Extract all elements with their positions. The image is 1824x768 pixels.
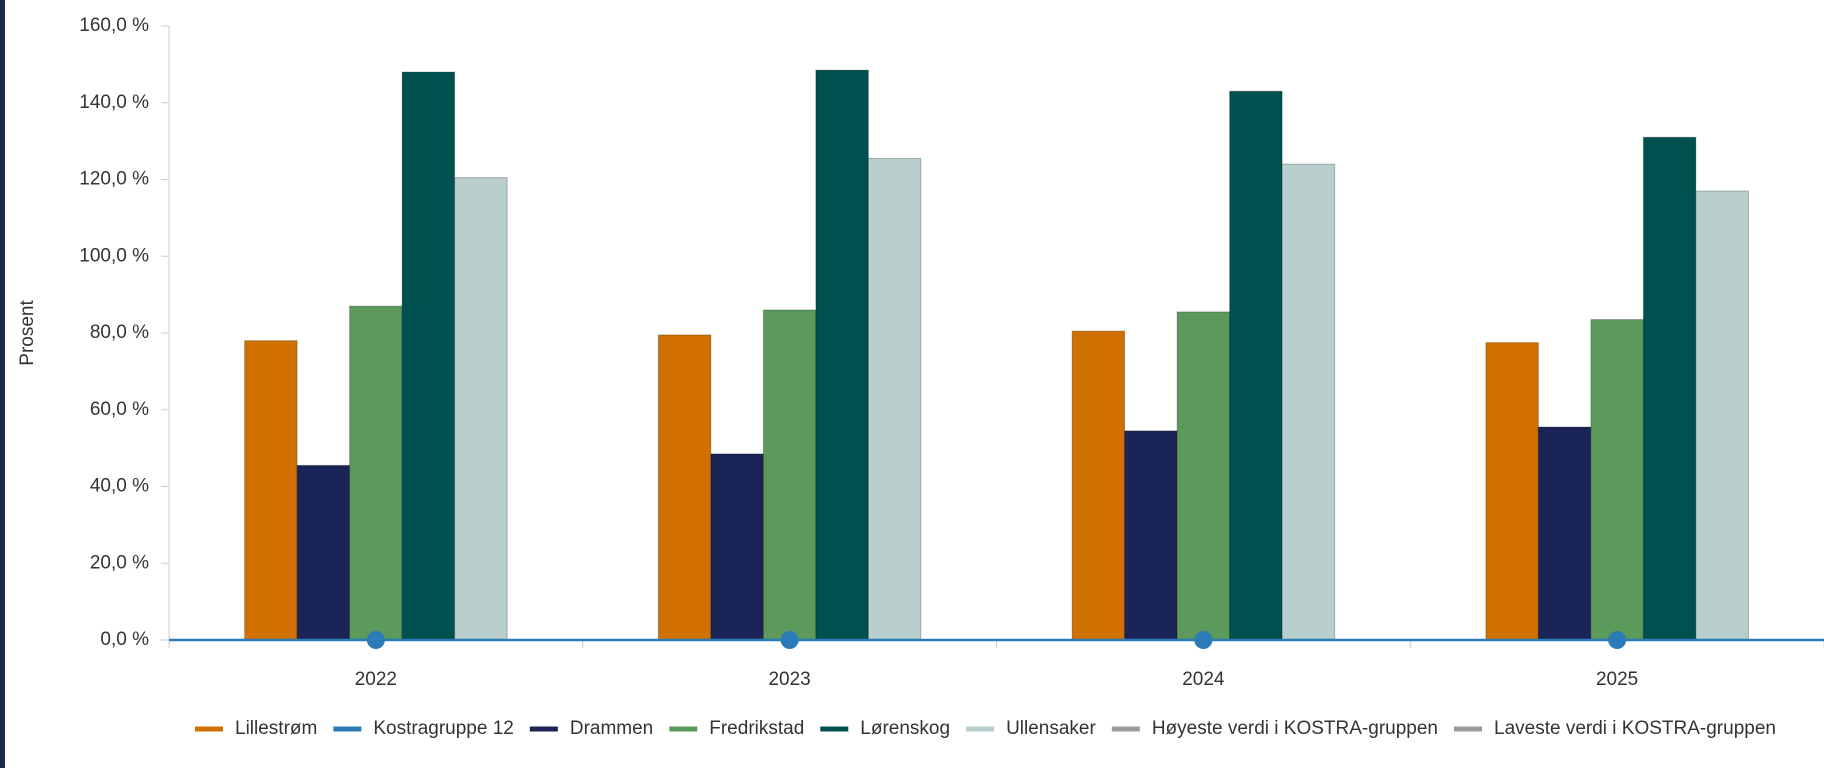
y-tick-label: 20,0 % (90, 552, 149, 573)
y-tick-label: 120,0 % (79, 169, 149, 190)
bar (710, 453, 764, 641)
legend-label: Kostragruppe 12 (373, 718, 514, 739)
y-tick-label: 100,0 % (79, 245, 149, 266)
bar (1642, 136, 1697, 641)
x-tick-label: 2023 (768, 669, 810, 690)
x-tick-label: 2022 (355, 669, 397, 690)
legend-label: Lillestrøm (235, 718, 317, 739)
bar (867, 157, 922, 641)
bar (1590, 319, 1644, 641)
bar (1695, 190, 1749, 641)
legend-item: Høyeste verdi i KOSTRA-gruppen (1111, 718, 1438, 739)
y-axis-title: Prosent (17, 300, 38, 366)
legend-label: Drammen (570, 718, 653, 739)
legend-item: Laveste verdi i KOSTRA-gruppen (1454, 718, 1776, 739)
legend-item: Fredrikstad (669, 718, 804, 739)
bar (244, 340, 298, 641)
x-tick-label: 2024 (1182, 669, 1225, 690)
bar (815, 69, 869, 641)
bar (1071, 330, 1126, 641)
bar (1537, 426, 1592, 641)
bar (296, 464, 351, 641)
y-tick-label: 80,0 % (90, 322, 149, 343)
bar (657, 334, 712, 641)
legend-item: Lillestrøm (195, 718, 317, 739)
bar (1229, 90, 1283, 641)
legend-item: Ullensaker (966, 718, 1096, 739)
y-tick-label: 140,0 % (79, 92, 149, 113)
bar (454, 177, 508, 641)
y-tick-label: 40,0 % (90, 476, 149, 497)
left-border (0, 0, 5, 768)
bar (1124, 430, 1178, 641)
y-tick-label: 160,0 % (79, 15, 149, 36)
bar (349, 305, 403, 641)
y-tick-label: 0,0 % (100, 629, 149, 650)
legend-item: Drammen (529, 718, 653, 739)
y-tick-label: 60,0 % (90, 399, 149, 420)
bar (401, 71, 456, 641)
line-point (1608, 631, 1627, 649)
bar (762, 309, 817, 641)
bar (1176, 311, 1231, 641)
legend-item: Lørenskog (820, 718, 950, 739)
line-point (780, 631, 799, 649)
legend-label: Ullensaker (1006, 718, 1096, 739)
line-point (1194, 631, 1213, 649)
x-tick-label: 2025 (1596, 669, 1638, 690)
line-point (366, 631, 385, 649)
bar (1281, 163, 1336, 641)
bar (1485, 342, 1539, 641)
legend-label: Fredrikstad (709, 718, 804, 739)
legend-item: Kostragruppe 12 (333, 718, 514, 739)
legend-label: Høyeste verdi i KOSTRA-gruppen (1152, 718, 1438, 739)
legend-label: Lørenskog (860, 718, 950, 739)
legend-label: Laveste verdi i KOSTRA-gruppen (1494, 718, 1776, 739)
